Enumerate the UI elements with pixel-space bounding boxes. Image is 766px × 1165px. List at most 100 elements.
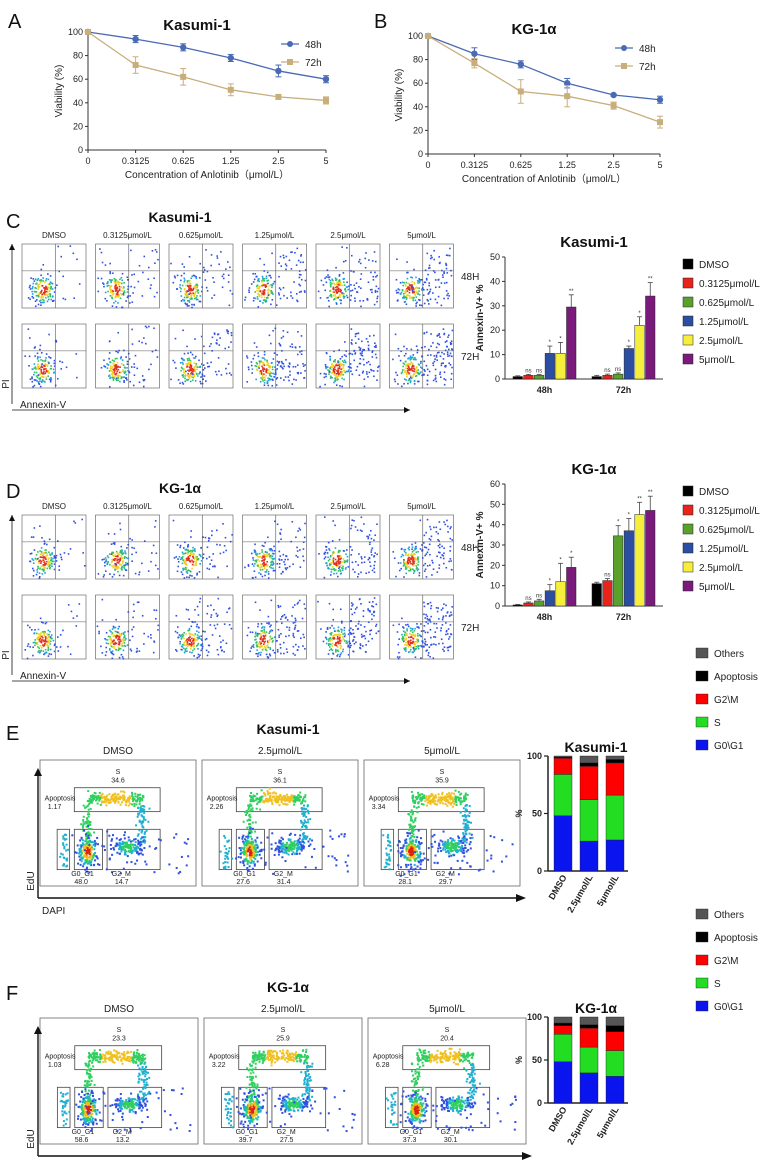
flow-dot — [189, 361, 192, 364]
flow-dot — [244, 296, 247, 299]
flow-dot — [42, 644, 44, 646]
flow-dot — [34, 379, 37, 382]
flow-dot — [123, 566, 125, 569]
flow-dot — [49, 640, 52, 643]
flow-dot — [188, 642, 191, 645]
flow-dot — [39, 635, 42, 637]
flow-dot — [244, 566, 246, 569]
flow-dot — [335, 642, 337, 644]
flow-dot — [443, 271, 445, 273]
flow-dot — [339, 633, 342, 636]
flow-dot — [190, 277, 193, 280]
flow-dot — [189, 634, 191, 636]
flow-dot — [369, 363, 371, 366]
cycle-dot — [133, 802, 136, 805]
flow-dot — [421, 544, 423, 546]
flow-dot — [262, 635, 265, 637]
flow-dot — [196, 573, 198, 576]
flow-dot — [344, 568, 347, 570]
flow-dot — [410, 286, 412, 288]
flow-dot — [256, 298, 259, 300]
flow-dot — [53, 546, 56, 549]
flow-dot — [82, 552, 84, 554]
flow-dot — [48, 378, 51, 381]
flow-dot — [368, 571, 370, 574]
flow-dot — [400, 555, 403, 558]
flow-dot — [416, 557, 419, 560]
flow-dot — [115, 637, 118, 639]
cycle-dot — [92, 795, 95, 798]
flow-dot — [186, 345, 188, 348]
flow-dot — [403, 548, 405, 551]
flow-dot — [339, 569, 341, 571]
flow-dot — [280, 365, 282, 367]
flow-dot — [407, 271, 409, 274]
flow-dot — [359, 262, 362, 265]
flow-dot — [414, 547, 416, 550]
flow-dot — [372, 334, 375, 337]
flow-dot — [111, 291, 114, 294]
flow-dot — [407, 357, 410, 359]
plot-frame — [21, 243, 87, 309]
flow-dot — [269, 548, 272, 550]
flow-dot — [304, 369, 306, 372]
cycle-dot — [122, 794, 125, 797]
flow-dot — [113, 559, 116, 562]
flow-dot — [40, 304, 42, 306]
flow-dot — [122, 364, 125, 366]
flow-dot — [326, 269, 329, 272]
legend-label: 48h — [305, 40, 322, 51]
flow-dot — [337, 626, 340, 629]
flow-dot — [339, 653, 342, 656]
flow-dot — [415, 367, 418, 369]
flow-dot — [255, 652, 258, 655]
flow-dot — [342, 558, 345, 560]
flow-dot — [252, 646, 255, 649]
flow-dot — [408, 559, 411, 562]
flow-dot — [352, 603, 354, 606]
flow-dot — [375, 344, 377, 347]
flow-dot — [43, 653, 45, 656]
flow-dot — [333, 370, 335, 373]
flow-dot — [358, 374, 361, 376]
flow-dot — [450, 633, 453, 636]
flow-dot — [261, 640, 264, 642]
flow-dot — [443, 552, 445, 555]
flow-dot — [33, 363, 36, 365]
flow-dot — [188, 637, 190, 639]
flow-dot — [41, 556, 44, 559]
flow-dot — [426, 551, 429, 554]
flow-dot — [367, 536, 370, 538]
flow-dot — [254, 551, 257, 553]
flow-dot — [183, 642, 185, 644]
flow-dot — [138, 381, 141, 384]
cycle-dot — [109, 801, 112, 804]
flow-dot — [78, 603, 81, 605]
flow-dot — [405, 641, 407, 644]
flow-dot — [279, 555, 282, 557]
flow-dot — [435, 356, 438, 358]
flow-dot — [409, 381, 412, 384]
flow-dot — [329, 640, 332, 642]
flow-dot — [402, 362, 405, 365]
flow-dot — [280, 572, 283, 575]
flow-dot — [255, 638, 257, 641]
flow-dot — [97, 290, 100, 293]
flow-dot — [189, 636, 191, 638]
flow-dot — [257, 653, 259, 655]
x-tick-label: 48h — [537, 385, 553, 395]
flow-dot — [47, 563, 50, 566]
flow-dot — [263, 291, 266, 294]
flow-dot — [219, 552, 222, 555]
flow-dot — [339, 385, 341, 387]
flow-dot — [210, 559, 213, 562]
flow-dot — [404, 291, 407, 293]
flow-dot — [107, 532, 110, 535]
y-tick-label: 40 — [413, 102, 423, 112]
flow-dot — [152, 651, 155, 654]
flow-dot — [263, 277, 266, 280]
flow-dot — [435, 606, 438, 609]
flow-plot — [389, 514, 454, 580]
flow-dot — [420, 635, 422, 638]
flow-dot — [187, 551, 190, 553]
